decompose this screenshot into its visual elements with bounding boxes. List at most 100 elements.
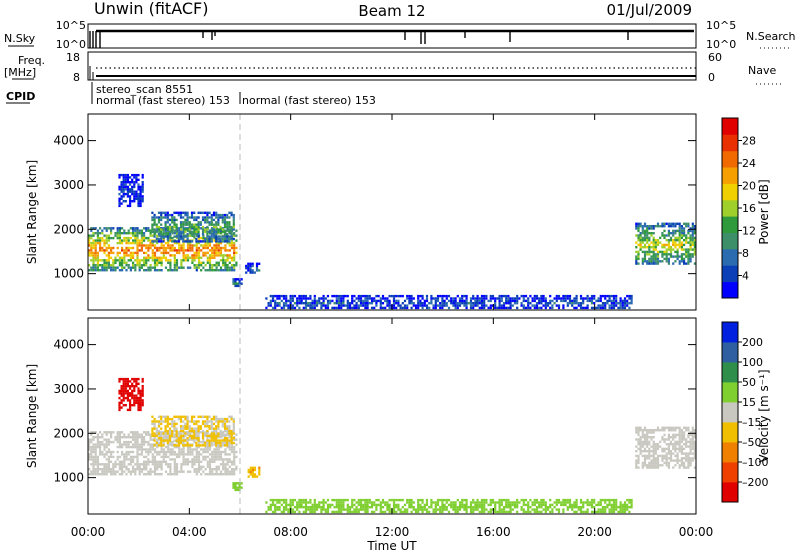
power-cell [663,253,666,256]
velocity-cell [397,503,400,507]
velocity-cell [133,396,136,400]
velocity-cell [676,440,679,444]
velocity-cell [219,433,223,436]
velocity-cell [162,433,165,436]
power-cell [399,306,402,310]
power-cell [204,269,207,272]
velocity-cell [147,463,150,466]
power-cell [193,211,196,214]
power-cell [245,271,248,274]
power-cell [92,256,95,259]
velocity-cell [164,470,168,473]
velocity-cell [101,453,104,456]
velocity-cell [232,429,235,433]
power-cell [210,235,213,238]
velocity-cell [206,455,209,459]
velocity-cell [230,434,233,438]
velocity-cell [195,438,198,441]
power-cell [232,228,235,231]
velocity-cell [171,422,174,426]
velocity-cell [99,450,102,454]
power-cell [221,240,224,243]
velocity-cell [425,508,429,511]
power-cell [522,304,525,307]
velocity-cell [134,463,137,466]
power-cell [635,222,638,225]
velocity-cell [201,420,205,423]
velocity-cell [94,445,97,449]
power-cell [289,299,292,303]
power-cell [502,306,506,310]
power-cell [491,297,495,300]
power-cell [406,304,409,307]
velocity-cell [105,470,108,473]
velocity-cell [654,452,657,455]
power-cell [337,294,341,298]
velocity-cell [217,441,220,445]
power-cell [201,230,205,234]
velocity-cell [223,434,227,438]
power-cell [200,227,203,230]
velocity-cell [650,429,653,432]
power-cell [121,266,124,269]
velocity-cell [127,463,130,466]
power-cell [136,259,139,262]
power-cell [129,195,132,198]
power-cell [637,239,640,242]
velocity-cell [143,468,146,471]
power-cell [441,302,444,305]
velocity-cell [116,470,119,473]
power-cell [331,299,334,303]
power-cell [173,221,176,224]
power-cell [340,294,343,298]
velocity-colorbar-tick-label: 50 [742,376,756,389]
power-cell [158,269,161,272]
power-data-layer [88,173,696,310]
velocity-cell [166,432,169,435]
power-region-7 [265,294,633,310]
power-cell [186,249,190,252]
power-cell [96,254,99,257]
power-cell [126,190,129,193]
velocity-cell [406,501,409,504]
velocity-axes: 00:00 04:00 08:00 12:00 16:00 20:00 00:0010002… [53,318,713,539]
power-cell [221,216,224,219]
power-cell [518,297,521,300]
velocity-cell [410,510,413,514]
power-cell [467,302,470,305]
velocity-cell [326,503,330,507]
velocity-cell [151,448,154,451]
velocity-cell [123,460,126,463]
power-cell [474,302,477,305]
power-cell [169,249,172,252]
velocity-cell [132,460,135,463]
power-cell [157,221,161,224]
velocity-cell [99,440,102,444]
velocity-cell [672,447,675,451]
power-cell [687,236,690,240]
velocity-cell [137,404,140,407]
velocity-cell [441,503,444,507]
power-cell [219,269,223,272]
velocity-cell [167,445,170,449]
velocity-cell [107,458,110,461]
power-cell [123,254,126,257]
velocity-cell [687,436,690,439]
velocity-cell [612,506,616,509]
power-cell [469,306,473,310]
power-cell [96,261,99,264]
velocity-cell [410,501,413,504]
power-cell [149,239,152,242]
velocity-cell [162,439,165,442]
power-cell [680,255,683,258]
power-cell [674,236,677,240]
power-cell [166,237,169,241]
velocity-cell [652,436,655,439]
velocity-cell [635,429,638,432]
power-cell [575,302,578,305]
velocity-cell [368,498,371,502]
velocity-cell [129,401,132,404]
velocity-cell [184,458,187,461]
velocity-cell [689,450,692,453]
velocity-cell [143,436,146,439]
